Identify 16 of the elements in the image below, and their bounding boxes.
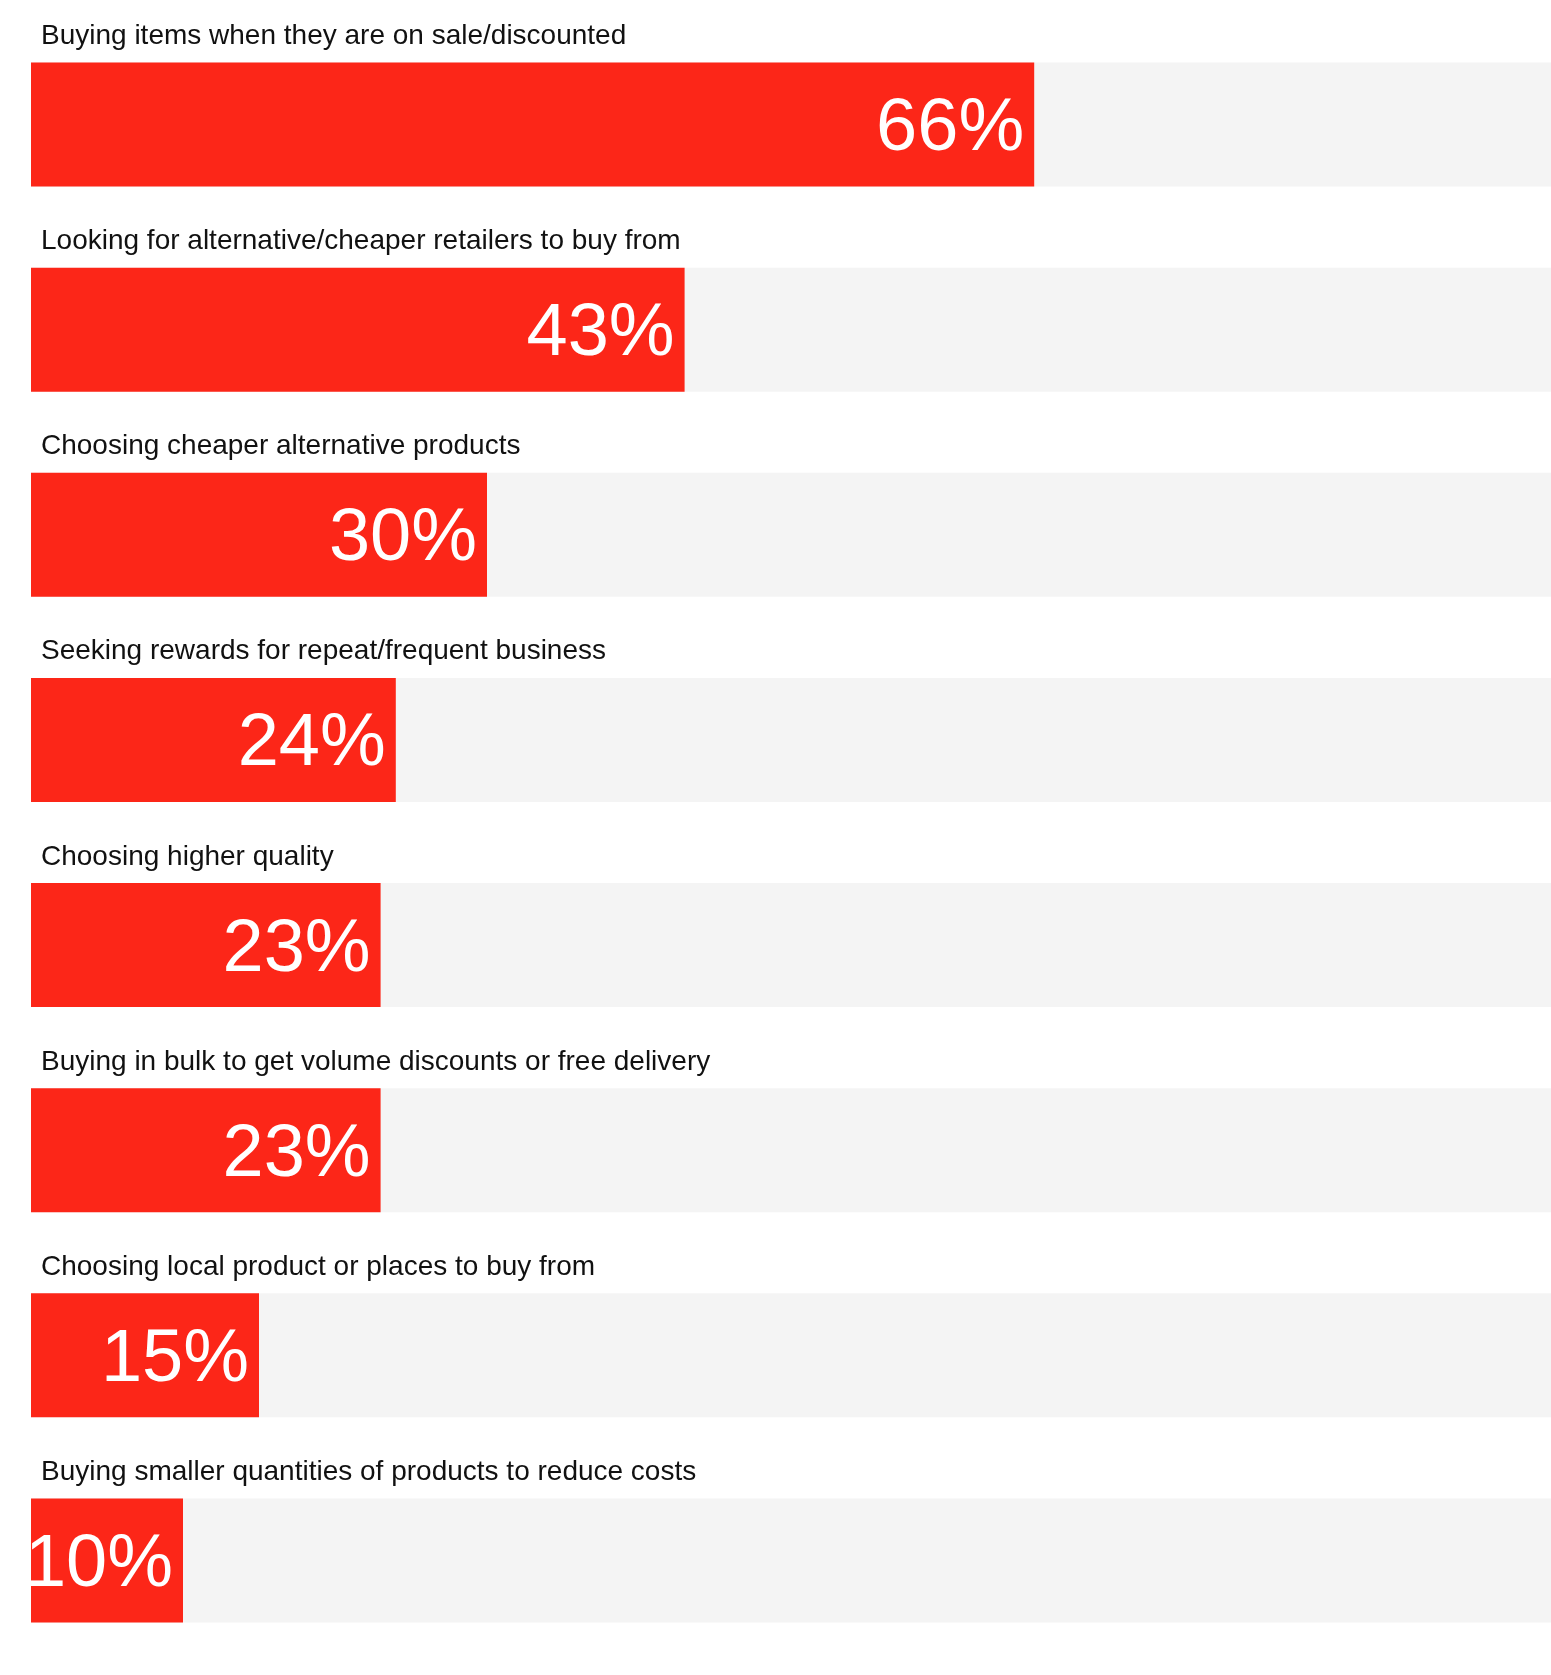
data-label: 10% — [24, 1518, 173, 1602]
y-tick-label: Choosing higher quality — [41, 839, 334, 871]
data-label: 24% — [237, 698, 386, 782]
y-tick-label: Buying items when they are on sale/discounted — [41, 19, 627, 51]
data-label: 30% — [328, 493, 477, 577]
data-label: 43% — [526, 288, 675, 372]
data-label: 66% — [876, 83, 1025, 167]
data-label: 23% — [222, 903, 371, 987]
y-tick-label: Choosing local product or places to buy from — [41, 1249, 596, 1281]
y-tick-label: Choosing cheaper alternative products — [41, 429, 521, 461]
y-tick-label: Looking for alternative/cheaper retailers to buy from — [41, 224, 681, 256]
y-tick-label: Seeking rewards for repeat/frequent business — [41, 634, 606, 666]
y-tick-label: Buying in bulk to get volume discounts or free delivery — [41, 1044, 711, 1076]
data-label: 23% — [222, 1108, 371, 1192]
y-tick-label: Buying smaller quantities of products to reduce costs — [41, 1454, 697, 1486]
data-label: 15% — [100, 1313, 249, 1397]
